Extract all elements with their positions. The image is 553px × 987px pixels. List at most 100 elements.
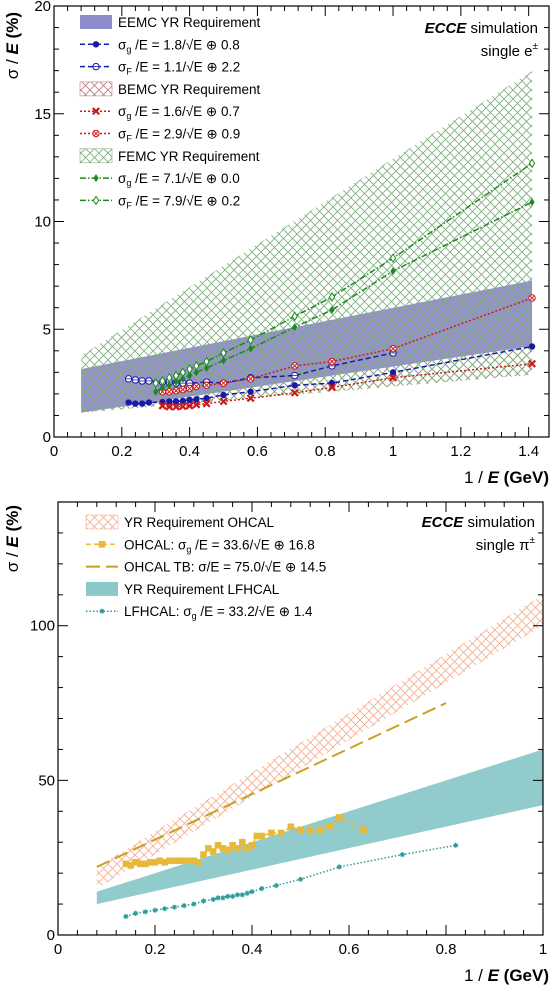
data-point <box>180 857 188 865</box>
data-point <box>244 890 250 896</box>
data-point <box>210 896 216 903</box>
data-point <box>166 857 173 865</box>
x-tick-label: 0.2 <box>145 941 166 958</box>
data-point <box>162 906 168 912</box>
legend-label: FEMC YR Requirement <box>118 149 260 164</box>
data-point <box>193 396 200 403</box>
series-6 <box>152 158 536 389</box>
y-tick-label: 20 <box>34 0 51 15</box>
chart-panel-2: 0 0.2 0.4 0.6 0.8 1 0 50 100 1 / E (GeV) σ / E (%)… <box>3 501 549 985</box>
data-point <box>179 397 187 404</box>
x-tick-label: 0 <box>54 941 62 958</box>
data-point <box>329 305 335 314</box>
data-point <box>171 857 178 865</box>
legend-entry-2: σg /E = 1.8/√E ⊕ 0.8 <box>80 37 240 54</box>
legend-label: OHCAL TB: σ/E = 75.0/√E ⊕ 14.5 <box>124 560 326 575</box>
data-point <box>123 913 129 920</box>
data-point-cross <box>180 387 186 393</box>
x-axis-title: 1 / E (GeV) <box>464 468 549 487</box>
data-point <box>153 387 159 396</box>
data-point <box>171 904 177 910</box>
data-point <box>297 876 304 882</box>
x-tick-label: 0 <box>50 443 58 460</box>
data-point <box>239 892 245 898</box>
data-point <box>203 356 210 367</box>
legend-entry-5: σg /E = 1.6/√E ⊕ 0.7 <box>80 104 240 121</box>
data-point <box>186 396 193 404</box>
legend-marker <box>93 174 99 183</box>
series-line-3 <box>125 844 456 918</box>
data-point <box>306 826 314 834</box>
data-point <box>246 394 255 403</box>
data-point-cross <box>529 295 535 301</box>
data-point <box>234 845 241 852</box>
data-point <box>248 344 254 353</box>
legend-label: OHCAL: σg /E = 33.6/√E ⊕ 16.8 <box>124 537 315 554</box>
data-point <box>243 845 251 852</box>
data-point <box>122 860 130 868</box>
annotation-line-2: single π± <box>476 535 536 554</box>
data-point <box>249 889 255 895</box>
data-point <box>192 400 201 409</box>
data-point <box>215 895 221 901</box>
data-point <box>253 832 261 840</box>
bands <box>96 594 544 905</box>
data-point <box>175 857 183 865</box>
legend-entry-1: EEMC YR Requirement <box>80 15 261 30</box>
data-point <box>220 391 227 399</box>
data-point <box>146 859 154 866</box>
data-point <box>151 859 159 866</box>
data-point <box>234 892 241 898</box>
data-point <box>181 903 187 909</box>
y-tick-label: 15 <box>34 106 51 123</box>
data-point <box>248 842 256 849</box>
legend: YR Requirement OHCAL OHCAL: σg /E = 33.6/… <box>85 514 326 621</box>
legend-entry-4: BEMC YR Requirement <box>79 81 261 97</box>
series-line-2 <box>128 352 394 384</box>
data-point-cross <box>166 389 172 395</box>
data-point <box>389 369 397 376</box>
data-point <box>156 857 164 865</box>
legend-label: σF /E = 1.1/√E ⊕ 2.2 <box>118 60 240 77</box>
data-point <box>528 343 536 350</box>
data-point <box>166 381 172 390</box>
x-tick-label: 1 <box>539 941 547 958</box>
data-point <box>247 388 254 395</box>
data-point <box>166 372 173 383</box>
legend-label: σg /E = 1.6/√E ⊕ 0.7 <box>118 104 240 121</box>
data-point <box>138 400 146 407</box>
data-point <box>180 374 186 383</box>
data-point <box>528 158 536 169</box>
data-point <box>220 348 227 358</box>
x-axis-title: 1 / E (GeV) <box>464 966 549 985</box>
chart-panel-1: 0 0.2 0.4 0.6 0.8 1 1.2 1.4 0 5 10 15 20 1 / E (GeV) σ… <box>3 0 550 487</box>
data-point <box>247 335 254 345</box>
data-point <box>230 893 236 899</box>
data-point <box>193 360 200 371</box>
data-point <box>202 399 211 408</box>
x-tick-label: 1 <box>389 443 397 460</box>
data-point <box>259 886 265 892</box>
data-point <box>291 382 298 389</box>
axes: 0 0.2 0.4 0.6 0.8 1 1.2 1.4 0 5 10 15 20 <box>34 0 549 460</box>
legend-label: YR Requirement OHCAL <box>124 515 275 530</box>
legend-swatch <box>85 514 119 530</box>
data-point <box>220 356 227 365</box>
data-point <box>360 826 367 834</box>
data-point <box>209 848 217 855</box>
data-point <box>336 814 343 821</box>
series-line-2 <box>96 702 447 868</box>
data-point-cross <box>329 359 335 365</box>
y-tick-label: 50 <box>38 772 55 789</box>
data-point <box>389 253 397 264</box>
data-point <box>142 909 148 915</box>
data-point <box>165 402 174 411</box>
data-point <box>220 895 226 901</box>
data-point <box>219 397 228 406</box>
data-point <box>191 901 197 907</box>
data-point-cross <box>220 380 227 386</box>
annotation-line-1: ECCE simulation <box>425 20 538 37</box>
data-point-cross <box>187 385 193 392</box>
y-tick-label: 0 <box>47 927 55 944</box>
